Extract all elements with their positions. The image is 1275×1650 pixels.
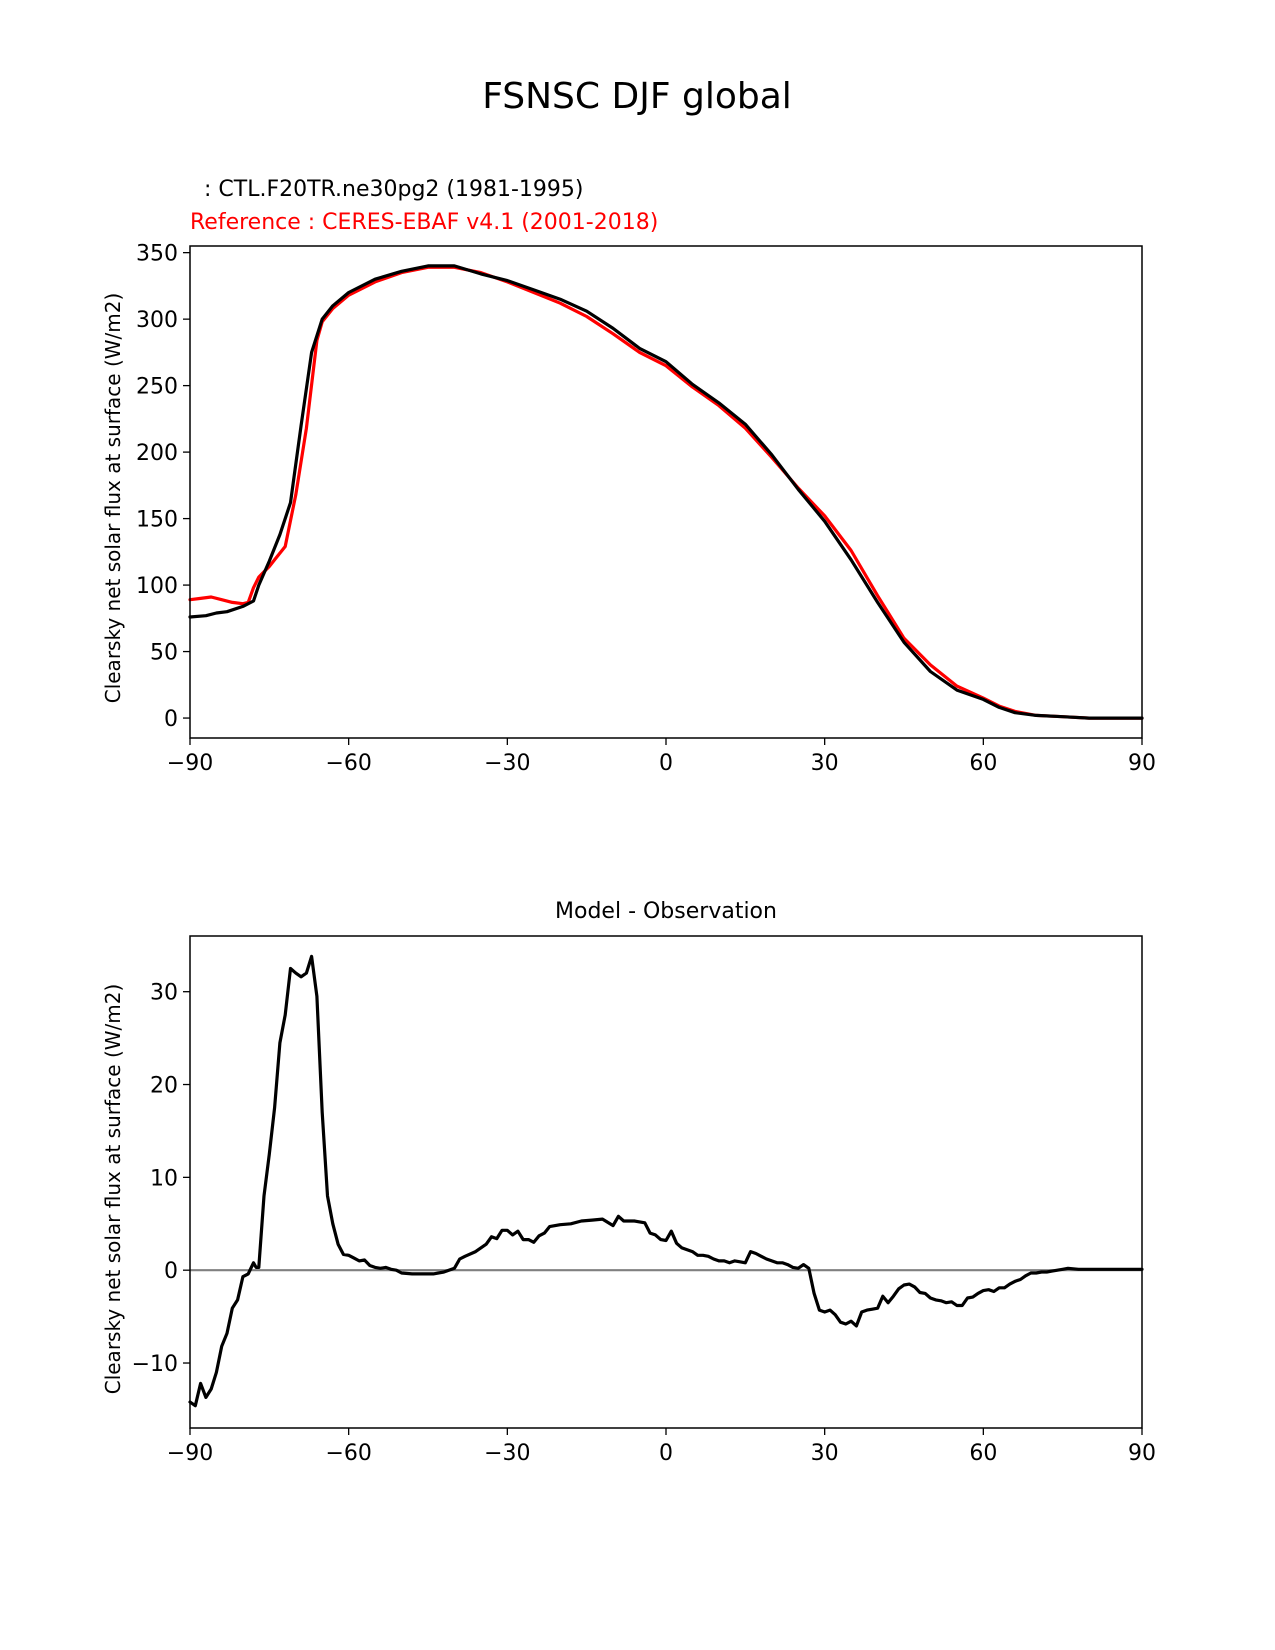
y-tick-label: 300 [136, 308, 178, 333]
y-tick-label: 0 [164, 707, 178, 732]
y-tick-label: 50 [150, 641, 178, 666]
y-tick-label: 0 [164, 1259, 178, 1284]
bottom-panel: Model - Observation −90 −60 −30 0 30 60 90 −10… [101, 899, 1156, 1466]
bottom-y-axis-label: Clearsky net solar flux at surface (W/m2… [101, 984, 125, 1395]
y-tick-label: 100 [136, 574, 178, 599]
top-panel: : CTL.F20TR.ne30pg2 (1981-1995) Referenc… [101, 177, 1156, 776]
x-tick-label: 0 [659, 1441, 673, 1466]
top-x-axis: −90 −60 −30 0 30 60 90 [167, 738, 1156, 776]
x-tick-label: −30 [484, 1441, 530, 1466]
x-tick-label: −90 [167, 1441, 213, 1466]
x-tick-label: 30 [811, 1441, 839, 1466]
top-y-axis: 0 50 100 150 200 250 300 350 [136, 242, 190, 732]
series-line-1 [188, 265, 1144, 720]
y-tick-label: −10 [132, 1352, 178, 1377]
y-tick-label: 20 [150, 1074, 178, 1099]
y-tick-label: 10 [150, 1166, 178, 1191]
y-tick-label: 200 [136, 441, 178, 466]
bottom-series-group [188, 954, 1144, 1408]
y-tick-label: 350 [136, 242, 178, 267]
x-tick-label: −60 [325, 751, 371, 776]
x-tick-label: −30 [484, 751, 530, 776]
top-series-group [188, 264, 1144, 720]
series-line-2 [188, 264, 1144, 720]
x-tick-label: 0 [659, 751, 673, 776]
reference-label: Reference : CERES-EBAF v4.1 (2001-2018) [190, 210, 658, 235]
x-tick-label: −90 [167, 751, 213, 776]
y-tick-label: 150 [136, 508, 178, 533]
y-tick-label: 250 [136, 375, 178, 400]
x-tick-label: 60 [969, 751, 997, 776]
x-tick-label: 90 [1128, 1441, 1156, 1466]
series-line-1 [188, 954, 1144, 1408]
x-tick-label: −60 [325, 1441, 371, 1466]
x-tick-label: 90 [1128, 751, 1156, 776]
bottom-panel-title: Model - Observation [555, 899, 777, 924]
x-tick-label: 30 [811, 751, 839, 776]
figure-title: FSNSC DJF global [482, 76, 792, 117]
bottom-y-axis: −10 0 10 20 30 [132, 981, 190, 1377]
y-tick-label: 30 [150, 981, 178, 1006]
bottom-x-axis: −90 −60 −30 0 30 60 90 [167, 1428, 1156, 1466]
x-tick-label: 60 [969, 1441, 997, 1466]
top-y-axis-label: Clearsky net solar flux at surface (W/m2… [101, 293, 125, 704]
test-label: : CTL.F20TR.ne30pg2 (1981-1995) [190, 177, 584, 202]
